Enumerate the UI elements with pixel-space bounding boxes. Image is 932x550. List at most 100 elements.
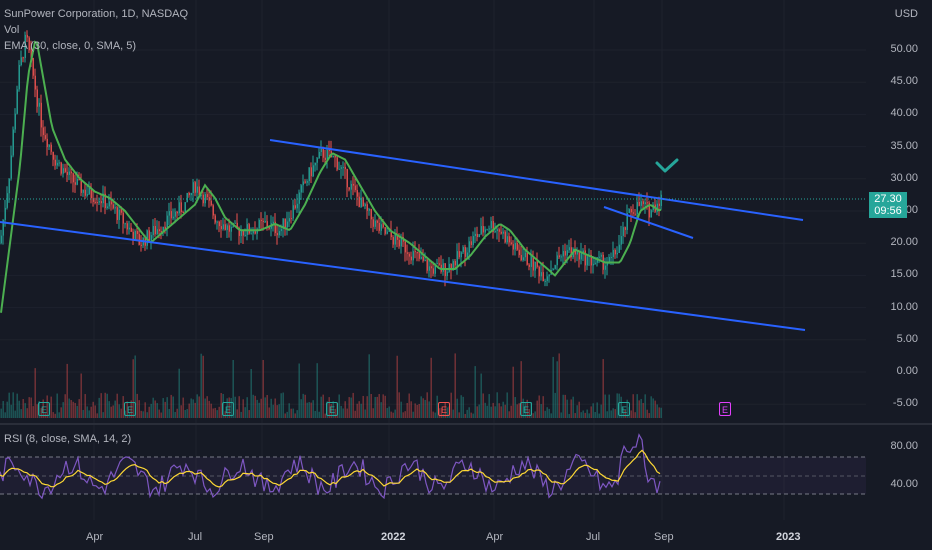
candle-body xyxy=(66,171,68,175)
volume-bar xyxy=(260,398,262,418)
candle-body xyxy=(504,231,506,243)
volume-bar xyxy=(286,411,288,418)
candlestick-series[interactable] xyxy=(0,30,662,287)
candle-body xyxy=(584,250,586,266)
volume-bar xyxy=(370,393,372,418)
volume-bar xyxy=(502,401,504,418)
candle-body xyxy=(384,227,386,234)
earnings-icon[interactable]: E xyxy=(520,402,532,416)
earnings-icon[interactable]: E xyxy=(719,402,731,416)
volume-bar xyxy=(112,405,114,418)
volume-bar xyxy=(240,411,242,418)
volume-bar xyxy=(604,394,606,418)
candle-body xyxy=(128,227,130,230)
candle-body xyxy=(124,223,126,225)
candle-body xyxy=(374,220,376,227)
candle-body xyxy=(234,222,236,224)
grid-lines xyxy=(0,0,866,520)
candle-body xyxy=(348,187,350,190)
earnings-icon[interactable]: E xyxy=(38,402,50,416)
volume-bar xyxy=(496,392,498,418)
candle-body xyxy=(110,201,112,205)
volume-bar xyxy=(428,401,430,418)
volume-bar xyxy=(650,396,652,418)
volume-bar xyxy=(312,400,314,418)
volume-bar xyxy=(602,359,604,418)
volume-bar xyxy=(130,400,132,418)
candle-body xyxy=(92,198,94,202)
channel-upper-trendline[interactable] xyxy=(269,139,804,221)
rsi-ma-line[interactable] xyxy=(0,449,661,488)
volume-bar xyxy=(524,402,526,418)
volume-legend[interactable]: Vol xyxy=(4,24,20,36)
volume-bar xyxy=(356,403,358,418)
currency-label[interactable]: USD xyxy=(894,8,918,20)
candle-body xyxy=(48,144,50,148)
candle-body xyxy=(598,256,600,258)
volume-bar xyxy=(160,412,162,418)
candle-body xyxy=(8,178,10,194)
volume-bar xyxy=(374,396,376,418)
earnings-icon[interactable]: E xyxy=(438,402,450,416)
candle-body xyxy=(166,215,168,230)
candle-body xyxy=(80,178,82,193)
candle-body xyxy=(352,183,354,186)
candle-body xyxy=(482,226,484,233)
volume-bar xyxy=(26,408,28,418)
candle-body xyxy=(394,234,396,245)
volume-bar xyxy=(238,396,240,418)
candle-body xyxy=(586,256,588,266)
candle-body xyxy=(628,209,630,214)
candle-body xyxy=(614,249,616,255)
candle-body xyxy=(214,215,216,223)
candle-body xyxy=(542,272,544,282)
volume-bar xyxy=(600,404,602,418)
candle-body xyxy=(606,263,608,266)
volume-bar xyxy=(586,409,588,418)
symbol-title[interactable]: SunPower Corporation, 1D, NASDAQ xyxy=(4,8,189,20)
volume-bar xyxy=(334,408,336,418)
check-mark-icon[interactable] xyxy=(655,158,679,173)
rsi-line[interactable] xyxy=(0,433,661,500)
volume-bar xyxy=(656,404,658,418)
ema-legend[interactable]: EMA (30, close, 0, SMA, 5) xyxy=(4,40,137,52)
volume-bar xyxy=(328,397,330,418)
rsi-legend[interactable]: RSI (8, close, SMA, 14, 2) xyxy=(4,433,132,445)
candle-body xyxy=(98,201,100,203)
candle-body xyxy=(82,189,84,193)
candle-body xyxy=(226,225,228,230)
candle-body xyxy=(176,211,178,214)
candle-body xyxy=(534,261,536,271)
volume-bar xyxy=(322,394,324,418)
candle-body xyxy=(106,206,108,209)
volume-bar xyxy=(558,353,560,418)
earnings-icon[interactable]: E xyxy=(222,402,234,416)
candle-body xyxy=(30,50,32,59)
candle-body xyxy=(644,202,646,205)
candle-body xyxy=(392,237,394,245)
flag-trendline[interactable] xyxy=(603,206,694,239)
candle-body xyxy=(350,183,352,190)
volume-bar xyxy=(638,400,640,418)
volume-bar xyxy=(408,393,410,418)
earnings-icon[interactable]: E xyxy=(124,402,136,416)
time-tick: Sep xyxy=(254,531,274,543)
volume-bar xyxy=(106,393,108,418)
candle-body xyxy=(612,249,614,257)
candle-body xyxy=(438,263,440,265)
candle-body xyxy=(284,218,286,228)
volume-bar xyxy=(384,395,386,418)
volume-bar xyxy=(660,407,662,418)
candle-body xyxy=(548,274,550,277)
candle-body xyxy=(230,226,232,232)
volume-bar xyxy=(210,403,212,418)
earnings-icon[interactable]: E xyxy=(618,402,630,416)
channel-lower-trendline[interactable] xyxy=(0,221,806,331)
time-tick: Sep xyxy=(654,531,674,543)
candle-body xyxy=(530,256,532,267)
candle-body xyxy=(126,223,128,230)
earnings-icon[interactable]: E xyxy=(326,402,338,416)
candle-body xyxy=(328,149,330,152)
